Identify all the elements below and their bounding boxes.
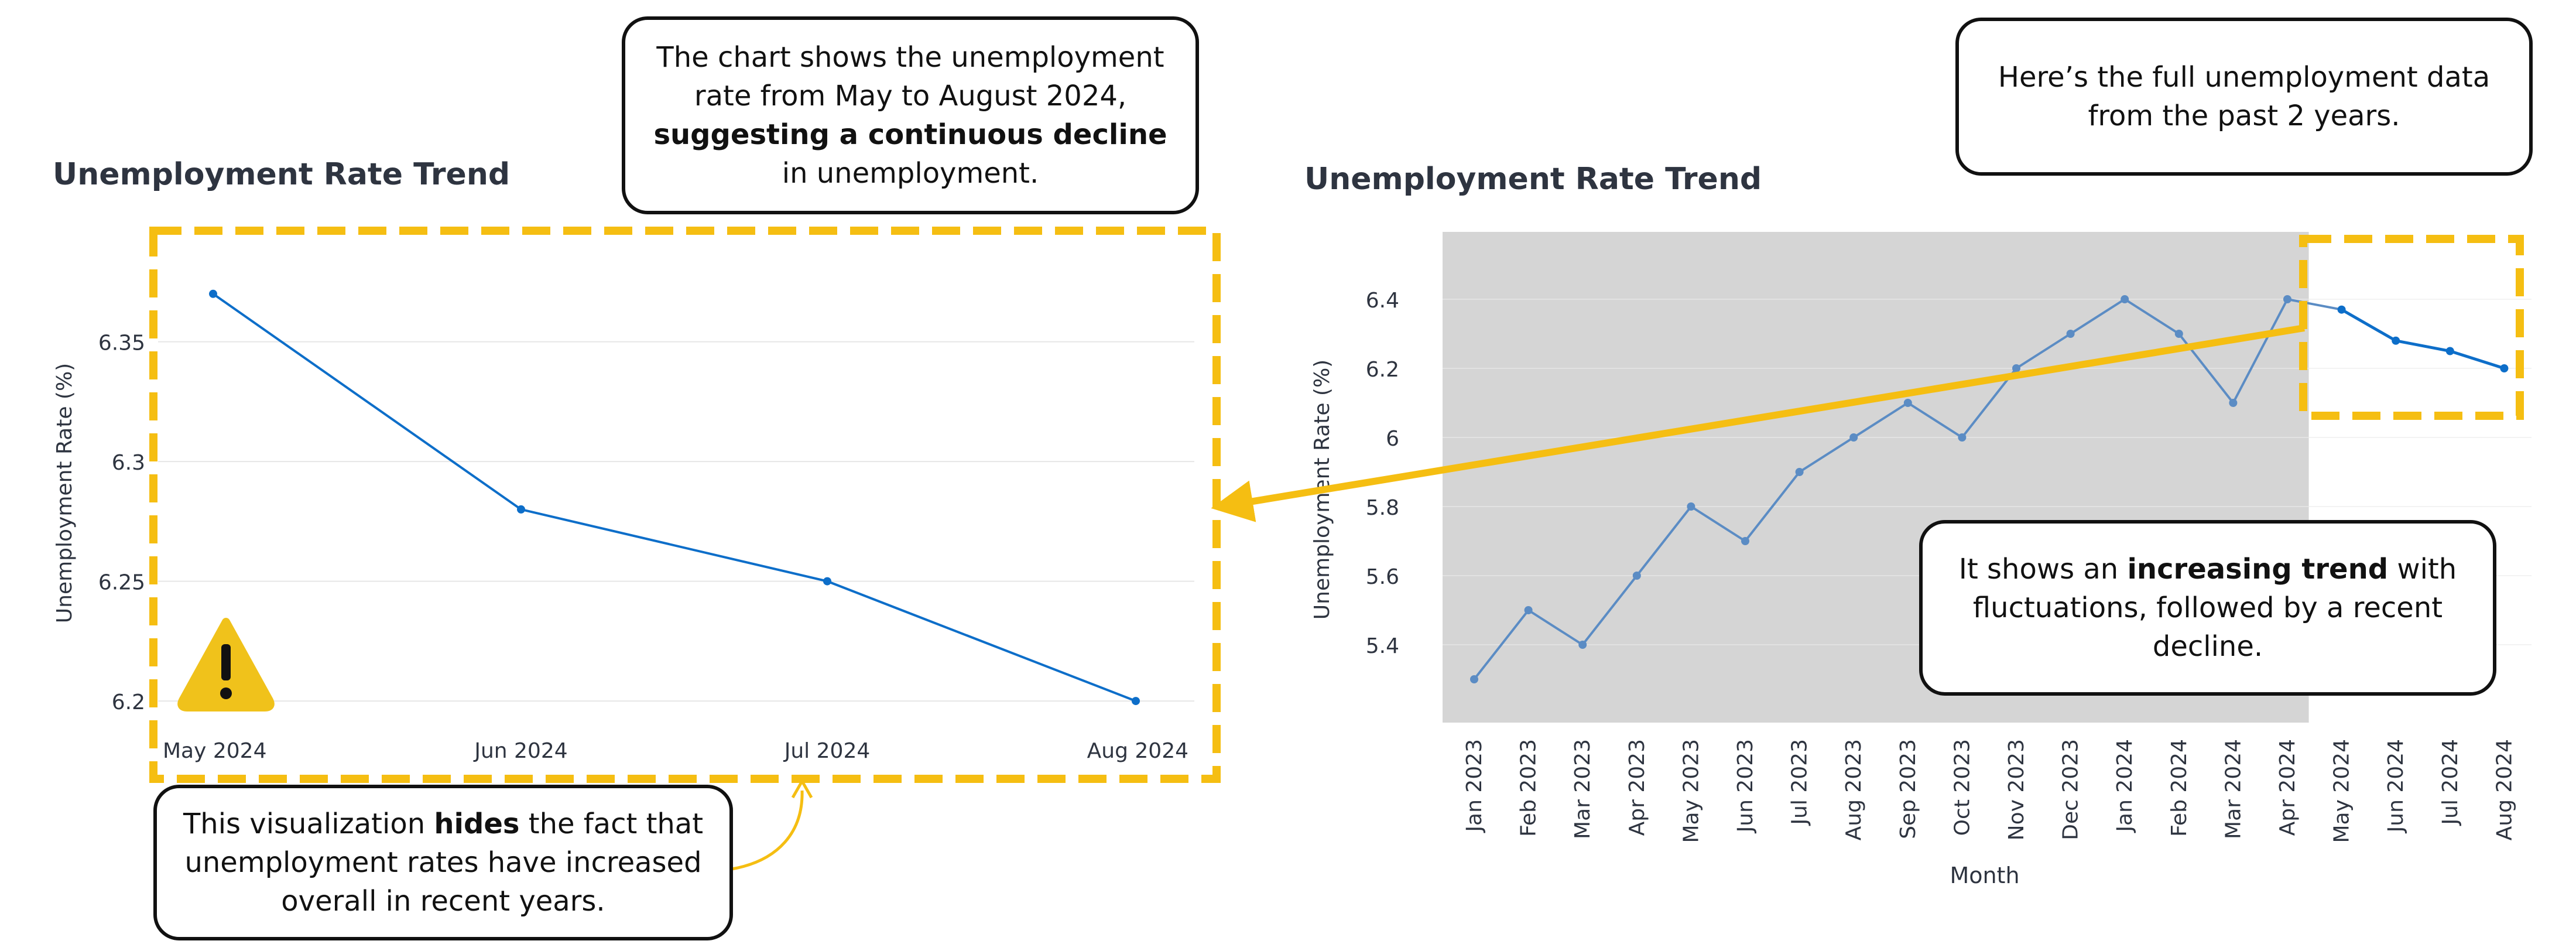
callout-top-text-post: in unemployment. — [782, 157, 1039, 190]
callout-pointer-tip — [791, 779, 813, 799]
right-data-point — [1524, 606, 1533, 614]
right-data-point — [2337, 305, 2346, 314]
right-x-tick-label: Jul 2024 — [2438, 739, 2462, 826]
right-data-point — [2174, 330, 2183, 338]
right-data-point — [2066, 330, 2075, 338]
right-y-tick-label: 6 — [1386, 427, 1399, 451]
left-x-tick-label: Jul 2024 — [783, 739, 871, 763]
warning-exclamation-bar — [221, 644, 231, 680]
warning-exclamation-dot — [220, 687, 232, 699]
right-data-point — [1687, 502, 1695, 511]
right-x-tick-label: Dec 2023 — [2059, 739, 2083, 840]
left-chart-title: Unemployment Rate Trend — [53, 157, 511, 192]
right-x-tick-label: May 2023 — [1679, 739, 1703, 843]
callout-middle-right: It shows an increasing trend with fluctu… — [1919, 520, 2496, 696]
callout-middle-right-text-bold: increasing trend — [2127, 553, 2389, 586]
warning-icon — [177, 618, 275, 711]
left-y-axis-label: Unemployment Rate (%) — [53, 363, 77, 623]
right-data-point — [1795, 468, 1804, 476]
right-x-tick-label: Apr 2024 — [2276, 739, 2300, 836]
right-data-point — [2500, 364, 2509, 372]
right-chart-title: Unemployment Rate Trend — [1304, 162, 1762, 197]
right-data-point — [1849, 433, 1858, 442]
right-data-point — [1903, 399, 1912, 407]
callout-middle-right-text-post: with fluctuations, followed by a recent … — [1972, 553, 2457, 663]
right-recent-series-line — [2341, 308, 2505, 370]
right-data-point — [2283, 295, 2291, 303]
callout-top-right: Here’s the full unemployment data from t… — [1955, 18, 2533, 176]
right-x-tick-label: Nov 2023 — [2005, 739, 2029, 840]
callout-middle-right-text-pre: It shows an — [1958, 553, 2119, 586]
left-data-point — [823, 577, 831, 586]
right-x-tick-label: May 2024 — [2330, 739, 2354, 843]
right-x-tick-label: Jan 2024 — [2113, 739, 2137, 833]
left-data-point — [517, 505, 525, 514]
callout-bottom-text-pre: This visualization — [183, 808, 426, 840]
left-series-line — [212, 293, 1136, 702]
right-x-tick-label: Sep 2023 — [1896, 739, 1920, 839]
right-data-point — [2392, 336, 2400, 345]
right-y-tick-label: 6.2 — [1366, 358, 1399, 382]
right-x-tick-label: Jun 2024 — [2384, 739, 2408, 833]
left-data-point — [1132, 697, 1140, 706]
right-data-point — [1741, 537, 1749, 545]
right-x-axis-label: Month — [1950, 863, 2019, 888]
right-x-tick-label: Apr 2023 — [1625, 739, 1649, 836]
left-highlight-frame — [149, 227, 1221, 783]
right-x-tick-label: Aug 2024 — [2492, 739, 2516, 840]
left-x-tick-label: May 2024 — [163, 739, 267, 763]
callout-bottom-text-bold: hides — [434, 808, 520, 840]
right-data-point — [1958, 433, 1967, 442]
right-x-tick-label: Jan 2023 — [1462, 739, 1486, 833]
left-line-chart: 6.2 6.25 6.3 6.35 Unemployment Rate (%) May 2… — [53, 227, 1221, 783]
right-x-tick-label: Oct 2023 — [1950, 739, 1974, 836]
right-y-tick-label: 6.4 — [1366, 289, 1399, 313]
right-data-point — [2012, 364, 2020, 372]
right-x-tick-label: Jul 2023 — [1788, 739, 1812, 826]
right-data-point — [1470, 675, 1478, 683]
left-y-tick-label: 6.2 — [112, 690, 145, 714]
callout-top-left: The chart shows the unemployment rate fr… — [622, 16, 1199, 214]
right-y-tick-label: 5.6 — [1366, 565, 1399, 589]
right-y-tick-label: 5.8 — [1366, 496, 1399, 520]
callout-top-text-bold: suggesting a continuous decline — [653, 118, 1167, 151]
left-y-tick-label: 6.25 — [98, 571, 145, 595]
right-data-point — [1632, 572, 1641, 580]
annotation-overlay — [731, 324, 2305, 871]
right-data-point — [2229, 399, 2238, 407]
callout-bottom-text-post: the fact that unemployment rates have in… — [184, 808, 704, 918]
callout-pointer-curve — [731, 790, 804, 871]
connector-arrow — [1211, 324, 2305, 522]
callout-top-text-pre: The chart shows the unemployment rate fr… — [656, 41, 1164, 112]
right-data-point — [2121, 295, 2129, 303]
right-data-point — [2445, 347, 2454, 355]
callout-bottom-left: This visualization hides the fact that u… — [153, 785, 733, 940]
right-x-tick-label: Feb 2023 — [1517, 739, 1541, 837]
left-x-tick-label: Jun 2024 — [473, 739, 567, 763]
callout-top-right-text: Here’s the full unemployment data from t… — [1998, 61, 2491, 132]
left-y-tick-label: 6.35 — [98, 331, 145, 355]
right-x-tick-label: Mar 2024 — [2221, 739, 2245, 839]
right-x-tick-label: Feb 2024 — [2167, 739, 2191, 837]
right-data-point — [1578, 641, 1587, 649]
left-y-tick-label: 6.3 — [112, 451, 145, 475]
right-x-tick-label: Jun 2023 — [1734, 739, 1758, 833]
left-data-point — [209, 289, 217, 298]
right-x-tick-label: Mar 2023 — [1571, 739, 1595, 839]
left-x-tick-label: Aug 2024 — [1087, 739, 1188, 763]
right-y-tick-label: 5.4 — [1366, 634, 1399, 658]
right-x-tick-label: Aug 2023 — [1842, 739, 1866, 840]
